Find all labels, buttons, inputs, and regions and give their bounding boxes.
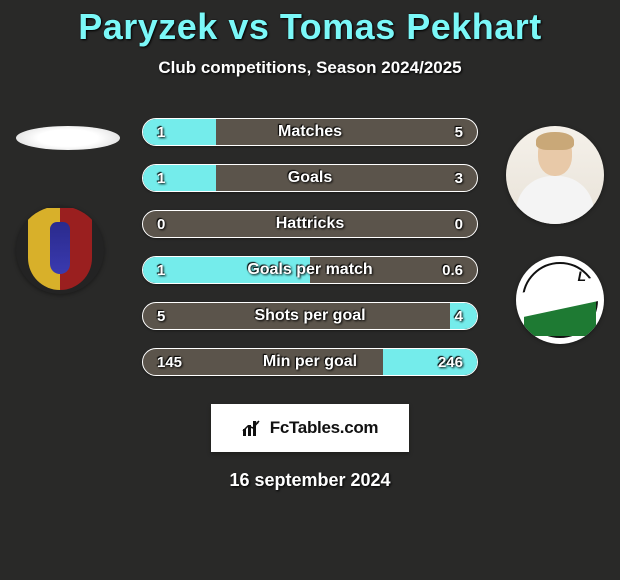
stats-bars: 15Matches 13Goals 00Hattricks 10.6Goals per…: [136, 118, 484, 376]
player-avatar-icon: [506, 126, 604, 224]
bar-label: Min per goal: [143, 353, 477, 371]
stat-bar: 10.6Goals per match: [142, 256, 478, 284]
club-badge-left-icon: [16, 206, 104, 294]
bar-label: Matches: [143, 123, 477, 141]
brand-text: FcTables.com: [270, 418, 379, 438]
club-badge-right-icon: L: [516, 256, 604, 344]
stat-bar: 13Goals: [142, 164, 478, 192]
left-column: [16, 118, 136, 376]
page-title: Paryzek vs Tomas Pekhart: [0, 6, 620, 48]
title-player-left: Paryzek: [78, 6, 218, 47]
bar-label: Hattricks: [143, 215, 477, 233]
brand-badge: FcTables.com: [211, 404, 409, 452]
title-vs: vs: [218, 6, 280, 47]
fctables-logo-icon: [242, 419, 264, 437]
title-player-right: Tomas Pekhart: [280, 6, 542, 47]
subtitle: Club competitions, Season 2024/2025: [0, 58, 620, 78]
bar-label: Shots per goal: [143, 307, 477, 325]
bar-label: Goals per match: [143, 261, 477, 279]
stat-bar: 00Hattricks: [142, 210, 478, 238]
footer-date: 16 september 2024: [0, 470, 620, 491]
content-row: 15Matches 13Goals 00Hattricks 10.6Goals per…: [0, 118, 620, 376]
stat-bar: 145246Min per goal: [142, 348, 478, 376]
bar-label: Goals: [143, 169, 477, 187]
blank-avatar-icon: [16, 126, 120, 150]
comparison-card: Paryzek vs Tomas Pekhart Club competitio…: [0, 0, 620, 580]
right-column: L: [484, 118, 604, 376]
stat-bar: 54Shots per goal: [142, 302, 478, 330]
stat-bar: 15Matches: [142, 118, 478, 146]
